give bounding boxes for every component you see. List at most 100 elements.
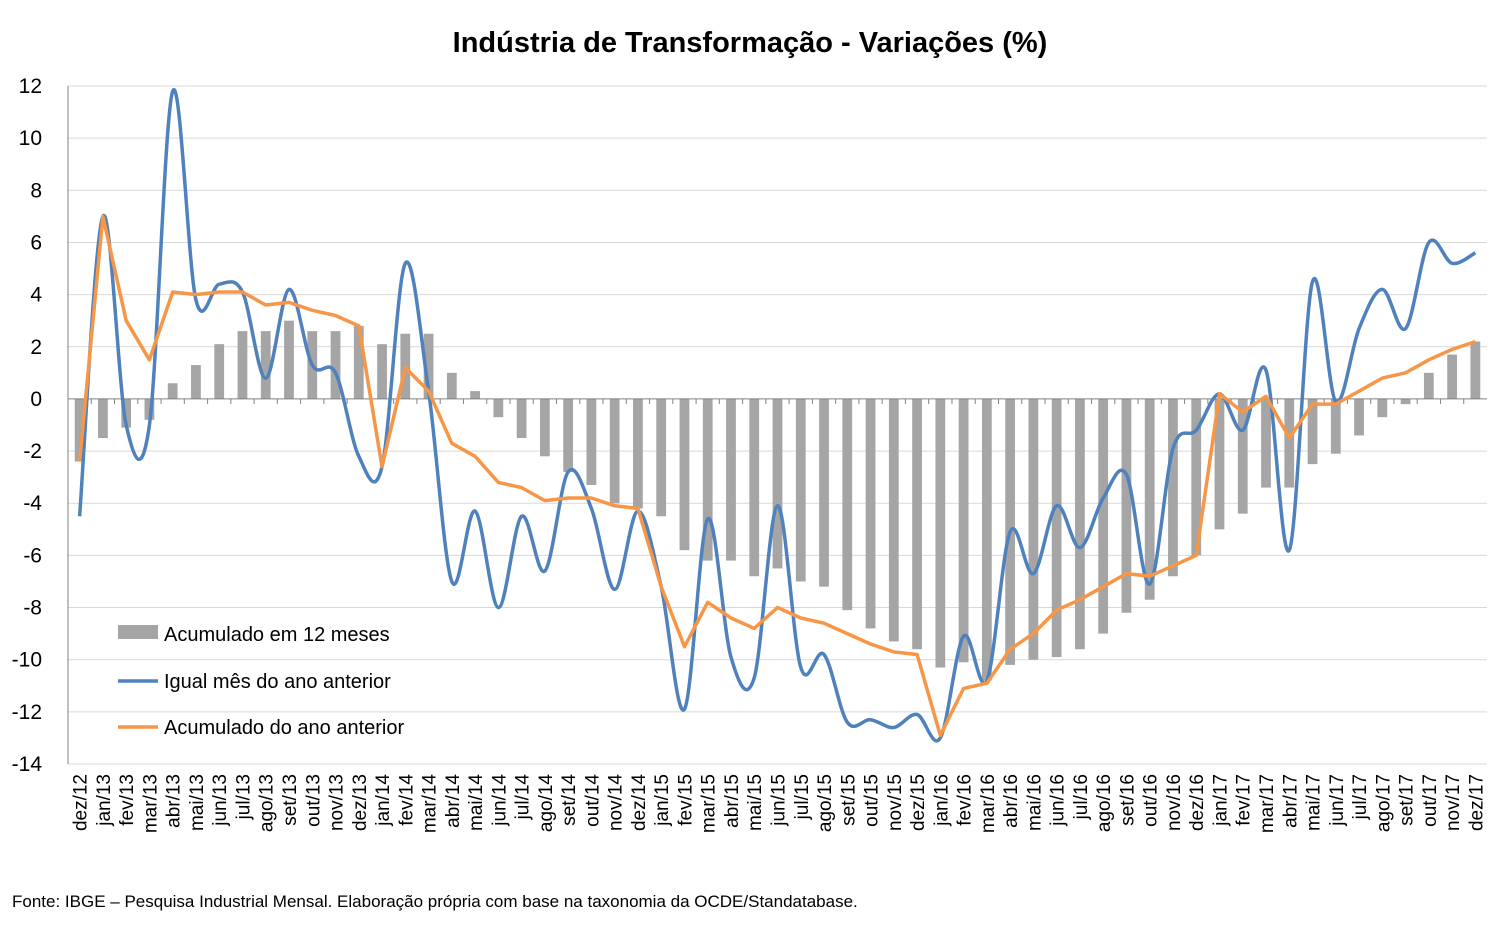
x-tick-label: set/14 <box>559 774 580 826</box>
bar <box>865 398 876 629</box>
y-tick-label: 12 <box>19 75 42 98</box>
x-tick-label: out/15 <box>862 774 883 827</box>
bar <box>1168 398 1178 577</box>
x-tick-label: ago/13 <box>257 774 278 832</box>
source-note: Fonte: IBGE – Pesquisa Industrial Mensal… <box>12 892 858 911</box>
line-ytd <box>77 214 1476 738</box>
bar <box>1237 398 1248 514</box>
x-tick-label: dez/13 <box>350 774 371 831</box>
x-tick-label: fev/16 <box>955 774 976 826</box>
x-tick-label: abr/13 <box>164 774 185 828</box>
bar <box>1214 398 1225 530</box>
x-tick-label: fev/14 <box>396 774 417 826</box>
bar <box>1377 398 1388 418</box>
grid <box>68 85 1487 765</box>
x-tick-label: jan/16 <box>931 774 952 827</box>
bar <box>1121 398 1132 613</box>
x-tick-label: out/17 <box>1420 774 1441 827</box>
x-tick-label: nov/13 <box>327 774 348 831</box>
bar <box>1075 398 1085 650</box>
bar <box>516 398 527 439</box>
bar <box>935 398 946 668</box>
x-tick-label: jan/17 <box>1210 774 1231 827</box>
x-tick-label: jan/14 <box>373 774 394 827</box>
bar <box>1307 398 1318 465</box>
x-tick-label: ago/17 <box>1373 774 1394 832</box>
x-tick-label: ago/15 <box>815 774 836 832</box>
x-tick-label: dez/15 <box>908 774 929 831</box>
bar <box>1191 398 1202 556</box>
x-tick-label: abr/15 <box>722 774 743 828</box>
y-tick-label: -8 <box>23 597 42 620</box>
y-tick-label: 10 <box>19 127 42 150</box>
chart-title: Indústria de Transformação - Variações (… <box>453 27 1048 59</box>
x-tick-label: mai/17 <box>1304 774 1325 831</box>
x-tick-label: abr/17 <box>1280 774 1301 828</box>
x-tick-label: jun/13 <box>210 774 231 827</box>
x-tick-label: nov/15 <box>885 774 906 831</box>
bar <box>1470 341 1481 399</box>
bar <box>981 398 992 681</box>
bar <box>609 398 620 504</box>
bar <box>563 398 574 472</box>
bar <box>633 398 643 509</box>
bar <box>121 398 132 428</box>
x-tick-label: jul/17 <box>1350 774 1371 820</box>
bar <box>912 398 922 650</box>
x-tick-label: nov/16 <box>1164 774 1185 831</box>
x-tick-label: jun/15 <box>769 774 790 827</box>
x-tick-label: nov/14 <box>606 774 627 831</box>
bar <box>74 398 85 462</box>
x-tick-label: ago/14 <box>536 774 557 833</box>
bar <box>167 383 178 399</box>
bar <box>958 398 969 663</box>
x-tick-label: jul/16 <box>1071 774 1092 820</box>
x-tick-label: mai/15 <box>745 774 766 831</box>
x-tick-label: out/13 <box>303 774 324 827</box>
bar <box>1330 398 1341 454</box>
bar <box>888 398 899 642</box>
bar <box>842 398 853 611</box>
x-tick-label: set/15 <box>838 774 859 826</box>
bar <box>1051 398 1062 658</box>
y-tick-label: -12 <box>12 701 42 724</box>
x-tick-label: mai/14 <box>466 774 487 831</box>
x-tick-label: mai/13 <box>187 774 208 831</box>
x-tick-label: set/13 <box>280 774 301 826</box>
x-tick-label: abr/14 <box>443 774 464 828</box>
line-series <box>77 88 1477 743</box>
bar <box>377 344 387 399</box>
line-yoy <box>77 88 1477 743</box>
y-tick-label: 0 <box>30 388 42 411</box>
bar <box>702 398 713 561</box>
bar <box>1098 398 1109 634</box>
legend-label-ytd: Acumulado do ano anterior <box>164 717 404 739</box>
x-tick-label: mar/15 <box>699 774 720 833</box>
y-tick-label: 6 <box>30 231 42 254</box>
y-tick-label: 4 <box>30 284 42 307</box>
x-tick-label: mar/17 <box>1257 774 1278 833</box>
legend: Acumulado em 12 meses Igual mês do ano a… <box>118 624 404 739</box>
y-tick-label: 8 <box>30 179 42 202</box>
x-tick-label: out/14 <box>582 774 603 827</box>
y-tick-label: 2 <box>30 336 42 359</box>
x-tick-label: jun/16 <box>1048 774 1069 827</box>
x-tick-label: fev/15 <box>675 774 696 826</box>
bar <box>679 398 690 551</box>
bar <box>1028 398 1039 660</box>
bar <box>493 398 504 418</box>
x-tick-label: dez/17 <box>1466 774 1487 831</box>
bar-series <box>74 320 1481 681</box>
bar <box>772 398 783 569</box>
bar <box>1423 372 1434 399</box>
y-tick-label: -2 <box>23 440 42 463</box>
bar <box>191 365 201 399</box>
bar <box>446 372 457 399</box>
bar <box>237 331 248 399</box>
bar <box>586 398 597 485</box>
bar <box>330 331 341 399</box>
bar <box>214 344 225 399</box>
x-tick-label: dez/12 <box>71 774 92 831</box>
bar <box>353 325 364 399</box>
